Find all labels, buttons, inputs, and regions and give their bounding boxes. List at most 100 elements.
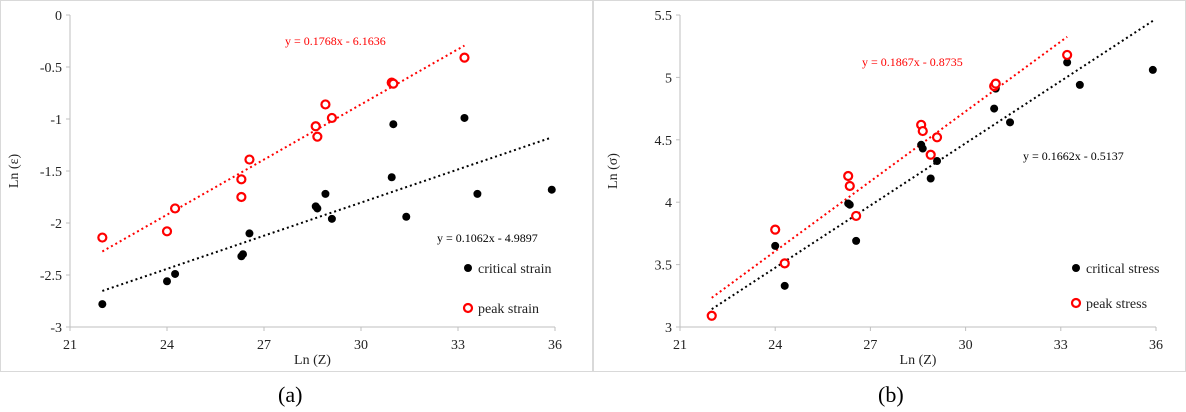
- trendline-equation-peak-strain: y = 0.1768x - 6.1636: [285, 34, 386, 48]
- point-critical-stress: [845, 200, 854, 209]
- x-tick-label: 36: [548, 338, 562, 353]
- point-critical-strain: [460, 113, 469, 122]
- x-tick-label: 27: [863, 338, 877, 353]
- chart-panel-b: 3 3.5 4 4.5 5 5.5 21 24 27 30 33 36 Ln (Z) Ln (σ) y = …: [593, 0, 1186, 412]
- point-critical-stress: [1075, 80, 1084, 89]
- point-critical-stress: [926, 174, 935, 183]
- legend-marker-critical-strain: [464, 264, 472, 272]
- point-peak-strain: [312, 131, 323, 142]
- chart-b-svg: 3 3.5 4 4.5 5 5.5 21 24 27 30 33 36 Ln (Z) Ln (σ) y = …: [593, 0, 1186, 372]
- y-tick-label: -2: [50, 217, 62, 232]
- legend-label-peak-stress: peak stress: [1086, 297, 1147, 312]
- point-critical-strain: [163, 277, 171, 286]
- point-peak-strain: [97, 232, 108, 243]
- point-peak-stress: [925, 149, 936, 160]
- point-peak-strain: [459, 52, 470, 63]
- point-peak-strain: [244, 154, 255, 165]
- point-critical-strain: [98, 300, 107, 309]
- caption-a: (a): [278, 382, 303, 407]
- y-tick-label: -0.5: [40, 61, 62, 76]
- point-peak-strain: [310, 121, 321, 132]
- point-peak-strain: [161, 226, 173, 237]
- chart-panel-a: -3 -2.5 -2 -1.5 -1 -0.5 0 21 24 27 30 33 36 Ln (Z) Ln …: [0, 0, 593, 407]
- x-axis-label: Ln (Z): [294, 353, 331, 368]
- trendline-peak-stress: [711, 36, 1068, 299]
- legend-label-critical-strain: critical strain: [478, 262, 551, 277]
- point-peak-stress: [1062, 49, 1073, 61]
- x-tick-label: 30: [959, 338, 973, 353]
- point-critical-strain: [402, 212, 411, 221]
- x-axis-label: Ln (Z): [900, 353, 937, 368]
- point-peak-stress: [779, 258, 790, 269]
- point-peak-stress: [990, 78, 1001, 89]
- legend-label-peak-strain: peak strain: [478, 302, 539, 317]
- caption-b: (b): [878, 382, 904, 407]
- point-critical-strain: [547, 185, 556, 194]
- point-critical-strain: [171, 269, 180, 278]
- x-tick-label: 36: [1149, 338, 1163, 353]
- legend-label-critical-stress: critical stress: [1086, 262, 1159, 277]
- point-critical-stress: [918, 144, 927, 153]
- point-critical-strain: [313, 204, 322, 213]
- point-critical-strain: [321, 189, 330, 198]
- x-tick-label: 33: [451, 338, 465, 353]
- point-peak-strain: [320, 99, 331, 110]
- point-critical-stress: [933, 157, 942, 166]
- chart-a-svg: -3 -2.5 -2 -1.5 -1 -0.5 0 21 24 27 30 33 36 Ln (Z) Ln …: [0, 0, 593, 372]
- point-critical-strain: [327, 214, 336, 223]
- x-tick-label: 24: [160, 338, 174, 353]
- y-tick-label: -1.5: [40, 165, 62, 180]
- point-critical-stress: [780, 281, 789, 290]
- point-peak-stress: [706, 310, 717, 321]
- y-tick-label: 4: [665, 196, 672, 211]
- legend-marker-peak-strain: [462, 302, 474, 314]
- point-peak-strain: [236, 191, 247, 203]
- x-tick-label: 21: [63, 338, 77, 353]
- trendline-equation-critical-strain: y = 0.1062x - 4.9897: [437, 231, 538, 245]
- y-tick-label: -3: [50, 321, 62, 336]
- point-peak-stress: [917, 125, 928, 137]
- y-tick-label: -2.5: [40, 269, 62, 284]
- trendline-equation-critical-stress: y = 0.1662x - 0.5137: [1023, 149, 1124, 163]
- y-tick-label: 3.5: [655, 259, 673, 274]
- x-tick-label: 30: [354, 338, 368, 353]
- legend-marker-peak-stress: [1070, 297, 1082, 309]
- y-tick-label: -1: [50, 113, 62, 128]
- point-critical-stress: [771, 241, 780, 250]
- point-critical-strain: [245, 229, 254, 238]
- point-critical-strain: [473, 189, 482, 198]
- trendline-equation-peak-stress: y = 0.1867x - 0.8735: [862, 55, 963, 69]
- x-tick-label: 21: [673, 338, 687, 353]
- point-peak-stress: [843, 170, 854, 182]
- y-tick-label: 4.5: [655, 134, 673, 149]
- y-tick-label: 5.5: [655, 9, 673, 24]
- point-critical-strain: [238, 250, 247, 259]
- x-tick-label: 24: [768, 338, 782, 353]
- trendline-peak-strain: [101, 44, 465, 253]
- point-critical-stress: [852, 236, 861, 245]
- y-tick-label: 5: [665, 71, 672, 86]
- point-peak-strain: [326, 112, 337, 124]
- legend-marker-critical-stress: [1072, 264, 1080, 272]
- chart-frame: [0, 0, 593, 372]
- x-tick-label: 33: [1054, 338, 1068, 353]
- point-peak-strain: [236, 174, 247, 185]
- y-tick-label: 0: [55, 9, 62, 24]
- y-axis-label: Ln (ε): [7, 154, 22, 189]
- point-peak-stress: [931, 132, 943, 143]
- point-critical-stress: [1006, 118, 1015, 127]
- point-peak-stress: [851, 210, 862, 222]
- point-critical-stress: [1063, 58, 1072, 67]
- trendline-critical-strain: [102, 136, 553, 292]
- point-peak-stress: [844, 180, 855, 192]
- x-tick-label: 27: [257, 338, 271, 353]
- point-critical-stress: [990, 104, 999, 113]
- y-tick-label: 3: [665, 321, 672, 336]
- point-peak-strain: [169, 203, 181, 214]
- point-critical-strain: [389, 120, 398, 129]
- point-peak-stress: [770, 224, 781, 235]
- point-critical-stress: [1148, 65, 1157, 74]
- point-peak-strain: [388, 78, 399, 89]
- y-axis-label: Ln (σ): [606, 153, 621, 189]
- point-critical-strain: [387, 173, 396, 182]
